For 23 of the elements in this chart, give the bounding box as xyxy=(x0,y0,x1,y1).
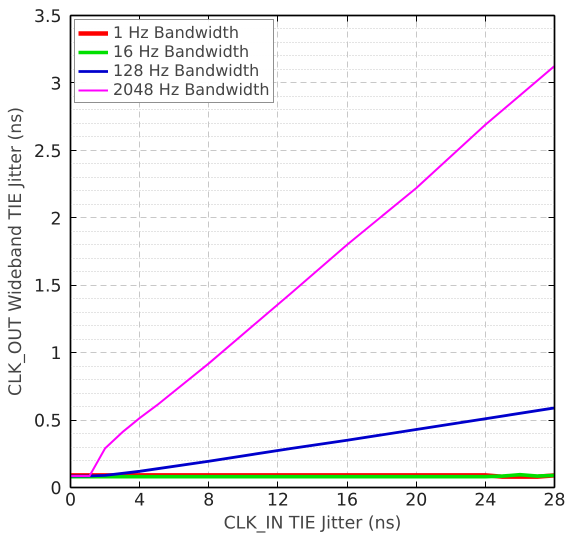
legend-label: 128 Hz Bandwidth xyxy=(113,61,260,80)
y-tick-label: 1.5 xyxy=(34,276,62,297)
y-tick-label: 3 xyxy=(50,74,62,94)
legend-label: 1 Hz Bandwidth xyxy=(113,23,239,42)
y-tick-label: 0.5 xyxy=(34,412,62,432)
y-tick-label: 3.5 xyxy=(34,7,62,27)
x-tick-label: 0 xyxy=(64,490,76,510)
x-axis-title: CLK_IN TIE Jitter (ns) xyxy=(224,514,402,534)
x-tick-label: 8 xyxy=(203,490,214,510)
y-tick-label: 2.5 xyxy=(34,142,62,162)
line-series xyxy=(70,406,554,478)
y-tick-label: 2 xyxy=(50,209,62,230)
legend-label: 16 Hz Bandwidth xyxy=(113,42,250,61)
line-series xyxy=(70,65,554,478)
x-tick-label: 16 xyxy=(336,490,358,510)
x-tick-label: 4 xyxy=(134,490,146,510)
y-tick-label: 1 xyxy=(50,344,62,364)
x-tick-label: 28 xyxy=(543,490,566,510)
y-axis-title: CLK_OUT Wideband TIE Jitter (ns) xyxy=(6,106,26,396)
legend-label: 2048 Hz Bandwidth xyxy=(113,80,270,99)
x-tick-label: 20 xyxy=(405,490,428,510)
x-tick-label: 12 xyxy=(266,490,289,510)
x-tick-label: 24 xyxy=(474,490,496,510)
